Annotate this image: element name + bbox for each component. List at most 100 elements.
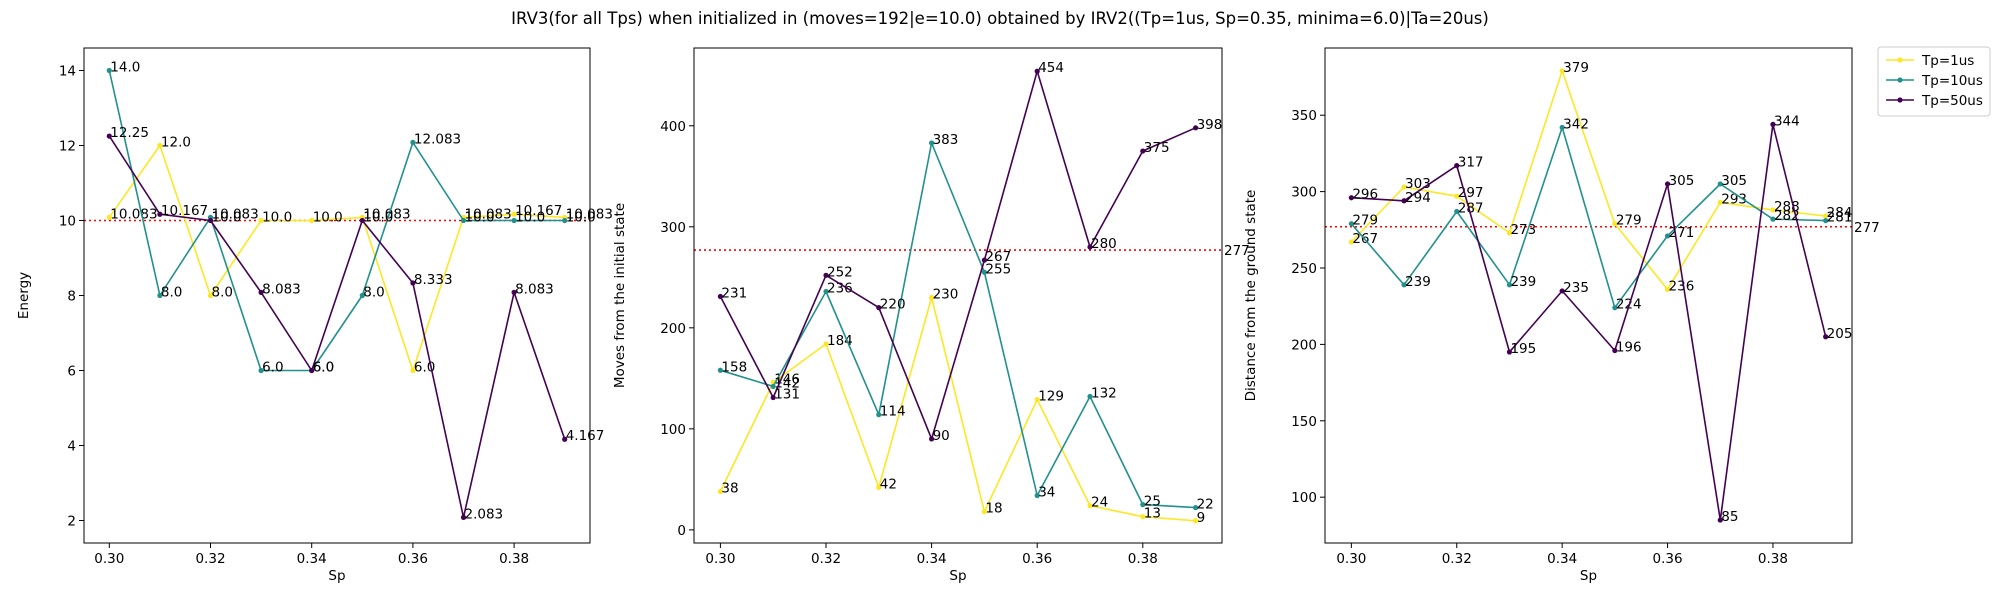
data-point bbox=[1401, 184, 1407, 190]
data-point bbox=[207, 217, 214, 224]
data-label: 12.25 bbox=[110, 125, 149, 141]
data-point bbox=[1087, 244, 1093, 250]
data-point bbox=[1612, 347, 1618, 354]
data-point bbox=[1401, 198, 1407, 204]
x-tick-label: 0.30 bbox=[705, 551, 735, 567]
data-label: 379 bbox=[1563, 60, 1589, 76]
data-point bbox=[823, 272, 829, 278]
data-point bbox=[1559, 68, 1565, 74]
y-tick-label: 4 bbox=[67, 439, 76, 455]
x-tick-label: 0.36 bbox=[398, 551, 428, 567]
data-point bbox=[1087, 503, 1093, 509]
data-point bbox=[1034, 68, 1040, 74]
y-axis-label: Moves from the initial state bbox=[612, 203, 628, 388]
x-tick-label: 0.34 bbox=[917, 551, 947, 567]
data-point bbox=[1823, 213, 1829, 219]
data-label: 90 bbox=[933, 428, 950, 444]
x-tick-label: 0.32 bbox=[1442, 551, 1472, 567]
data-point bbox=[1506, 349, 1513, 355]
y-tick-label: 100 bbox=[660, 422, 686, 438]
data-point bbox=[1770, 216, 1776, 222]
y-axis-label: Energy bbox=[16, 272, 32, 319]
data-point bbox=[157, 142, 163, 149]
data-point bbox=[157, 292, 163, 299]
figure-title: IRV3(for all Tps) when initialized in (m… bbox=[511, 9, 1489, 28]
data-point bbox=[823, 341, 829, 347]
data-point bbox=[1401, 282, 1407, 288]
y-tick-label: 250 bbox=[1291, 261, 1317, 277]
data-label: 255 bbox=[985, 261, 1011, 277]
data-label: 383 bbox=[933, 132, 959, 148]
data-label: 4.167 bbox=[566, 428, 605, 444]
series-line-Tp=50us bbox=[719, 70, 1196, 440]
y-tick-label: 2 bbox=[67, 514, 76, 530]
reference-line-label: 277 bbox=[1224, 243, 1250, 259]
series-line-Tp=50us bbox=[108, 135, 566, 519]
series-line-Tp=10us bbox=[720, 142, 1196, 509]
y-tick-label: 100 bbox=[1291, 490, 1317, 506]
data-label: 24 bbox=[1091, 495, 1108, 511]
series-line-Tp=1us bbox=[719, 296, 1196, 522]
data-point bbox=[258, 217, 264, 224]
data-point bbox=[562, 436, 568, 442]
data-point bbox=[460, 514, 467, 520]
data-label: 279 bbox=[1352, 213, 1378, 229]
y-tick-label: 350 bbox=[1291, 108, 1317, 124]
data-label: 317 bbox=[1458, 155, 1484, 171]
data-point bbox=[1770, 207, 1776, 213]
data-point bbox=[1193, 518, 1199, 524]
data-label: 10.0 bbox=[262, 210, 292, 226]
data-point bbox=[511, 289, 517, 295]
x-tick-label: 0.32 bbox=[195, 551, 225, 567]
data-point bbox=[460, 217, 467, 224]
series-line-Tp=1us bbox=[108, 144, 565, 372]
y-axis-label: Distance from the ground state bbox=[1243, 190, 1259, 402]
data-point bbox=[511, 217, 517, 224]
data-point bbox=[981, 269, 988, 275]
x-tick-label: 0.38 bbox=[499, 551, 529, 567]
data-label: 8.0 bbox=[212, 285, 233, 301]
y-tick-label: 6 bbox=[67, 364, 76, 380]
data-label: 267 bbox=[985, 249, 1011, 265]
data-point bbox=[309, 217, 315, 224]
series-line-Tp=50us bbox=[1351, 123, 1827, 521]
data-label: 8.083 bbox=[262, 281, 301, 297]
data-point bbox=[258, 367, 264, 374]
x-tick-label: 0.38 bbox=[1758, 551, 1788, 567]
data-point bbox=[1823, 218, 1829, 224]
data-point bbox=[207, 292, 214, 299]
data-label: 398 bbox=[1197, 117, 1223, 133]
data-label: 34 bbox=[1038, 485, 1055, 501]
data-point bbox=[1506, 230, 1513, 236]
data-point bbox=[1454, 163, 1460, 169]
data-label: 10.0 bbox=[515, 210, 545, 226]
data-point bbox=[106, 214, 112, 220]
data-label: 9 bbox=[1197, 510, 1206, 526]
data-point bbox=[410, 367, 416, 374]
data-point bbox=[876, 412, 882, 418]
legend-label: Tp=10us bbox=[1921, 73, 1983, 89]
data-label: 305 bbox=[1721, 173, 1747, 189]
data-label: 10.0 bbox=[566, 210, 596, 226]
data-point bbox=[106, 133, 112, 139]
data-label: 294 bbox=[1405, 190, 1431, 206]
data-label: 38 bbox=[721, 480, 738, 496]
data-label: 10.083 bbox=[465, 206, 512, 222]
data-label: 279 bbox=[1616, 213, 1642, 229]
data-label: 10.083 bbox=[363, 206, 410, 222]
data-point bbox=[1717, 199, 1723, 205]
x-tick-label: 0.38 bbox=[1128, 551, 1158, 567]
data-label: 8.0 bbox=[363, 285, 384, 301]
data-point bbox=[1348, 195, 1354, 201]
x-axis-label: Sp bbox=[328, 568, 345, 584]
plot-frame bbox=[693, 47, 1223, 544]
y-tick-label: 400 bbox=[660, 119, 686, 135]
data-label: 8.333 bbox=[414, 272, 453, 288]
data-label: 288 bbox=[1774, 199, 1800, 215]
y-tick-label: 300 bbox=[660, 220, 686, 236]
x-tick-label: 0.36 bbox=[1022, 551, 1052, 567]
data-label: 239 bbox=[1405, 274, 1431, 290]
